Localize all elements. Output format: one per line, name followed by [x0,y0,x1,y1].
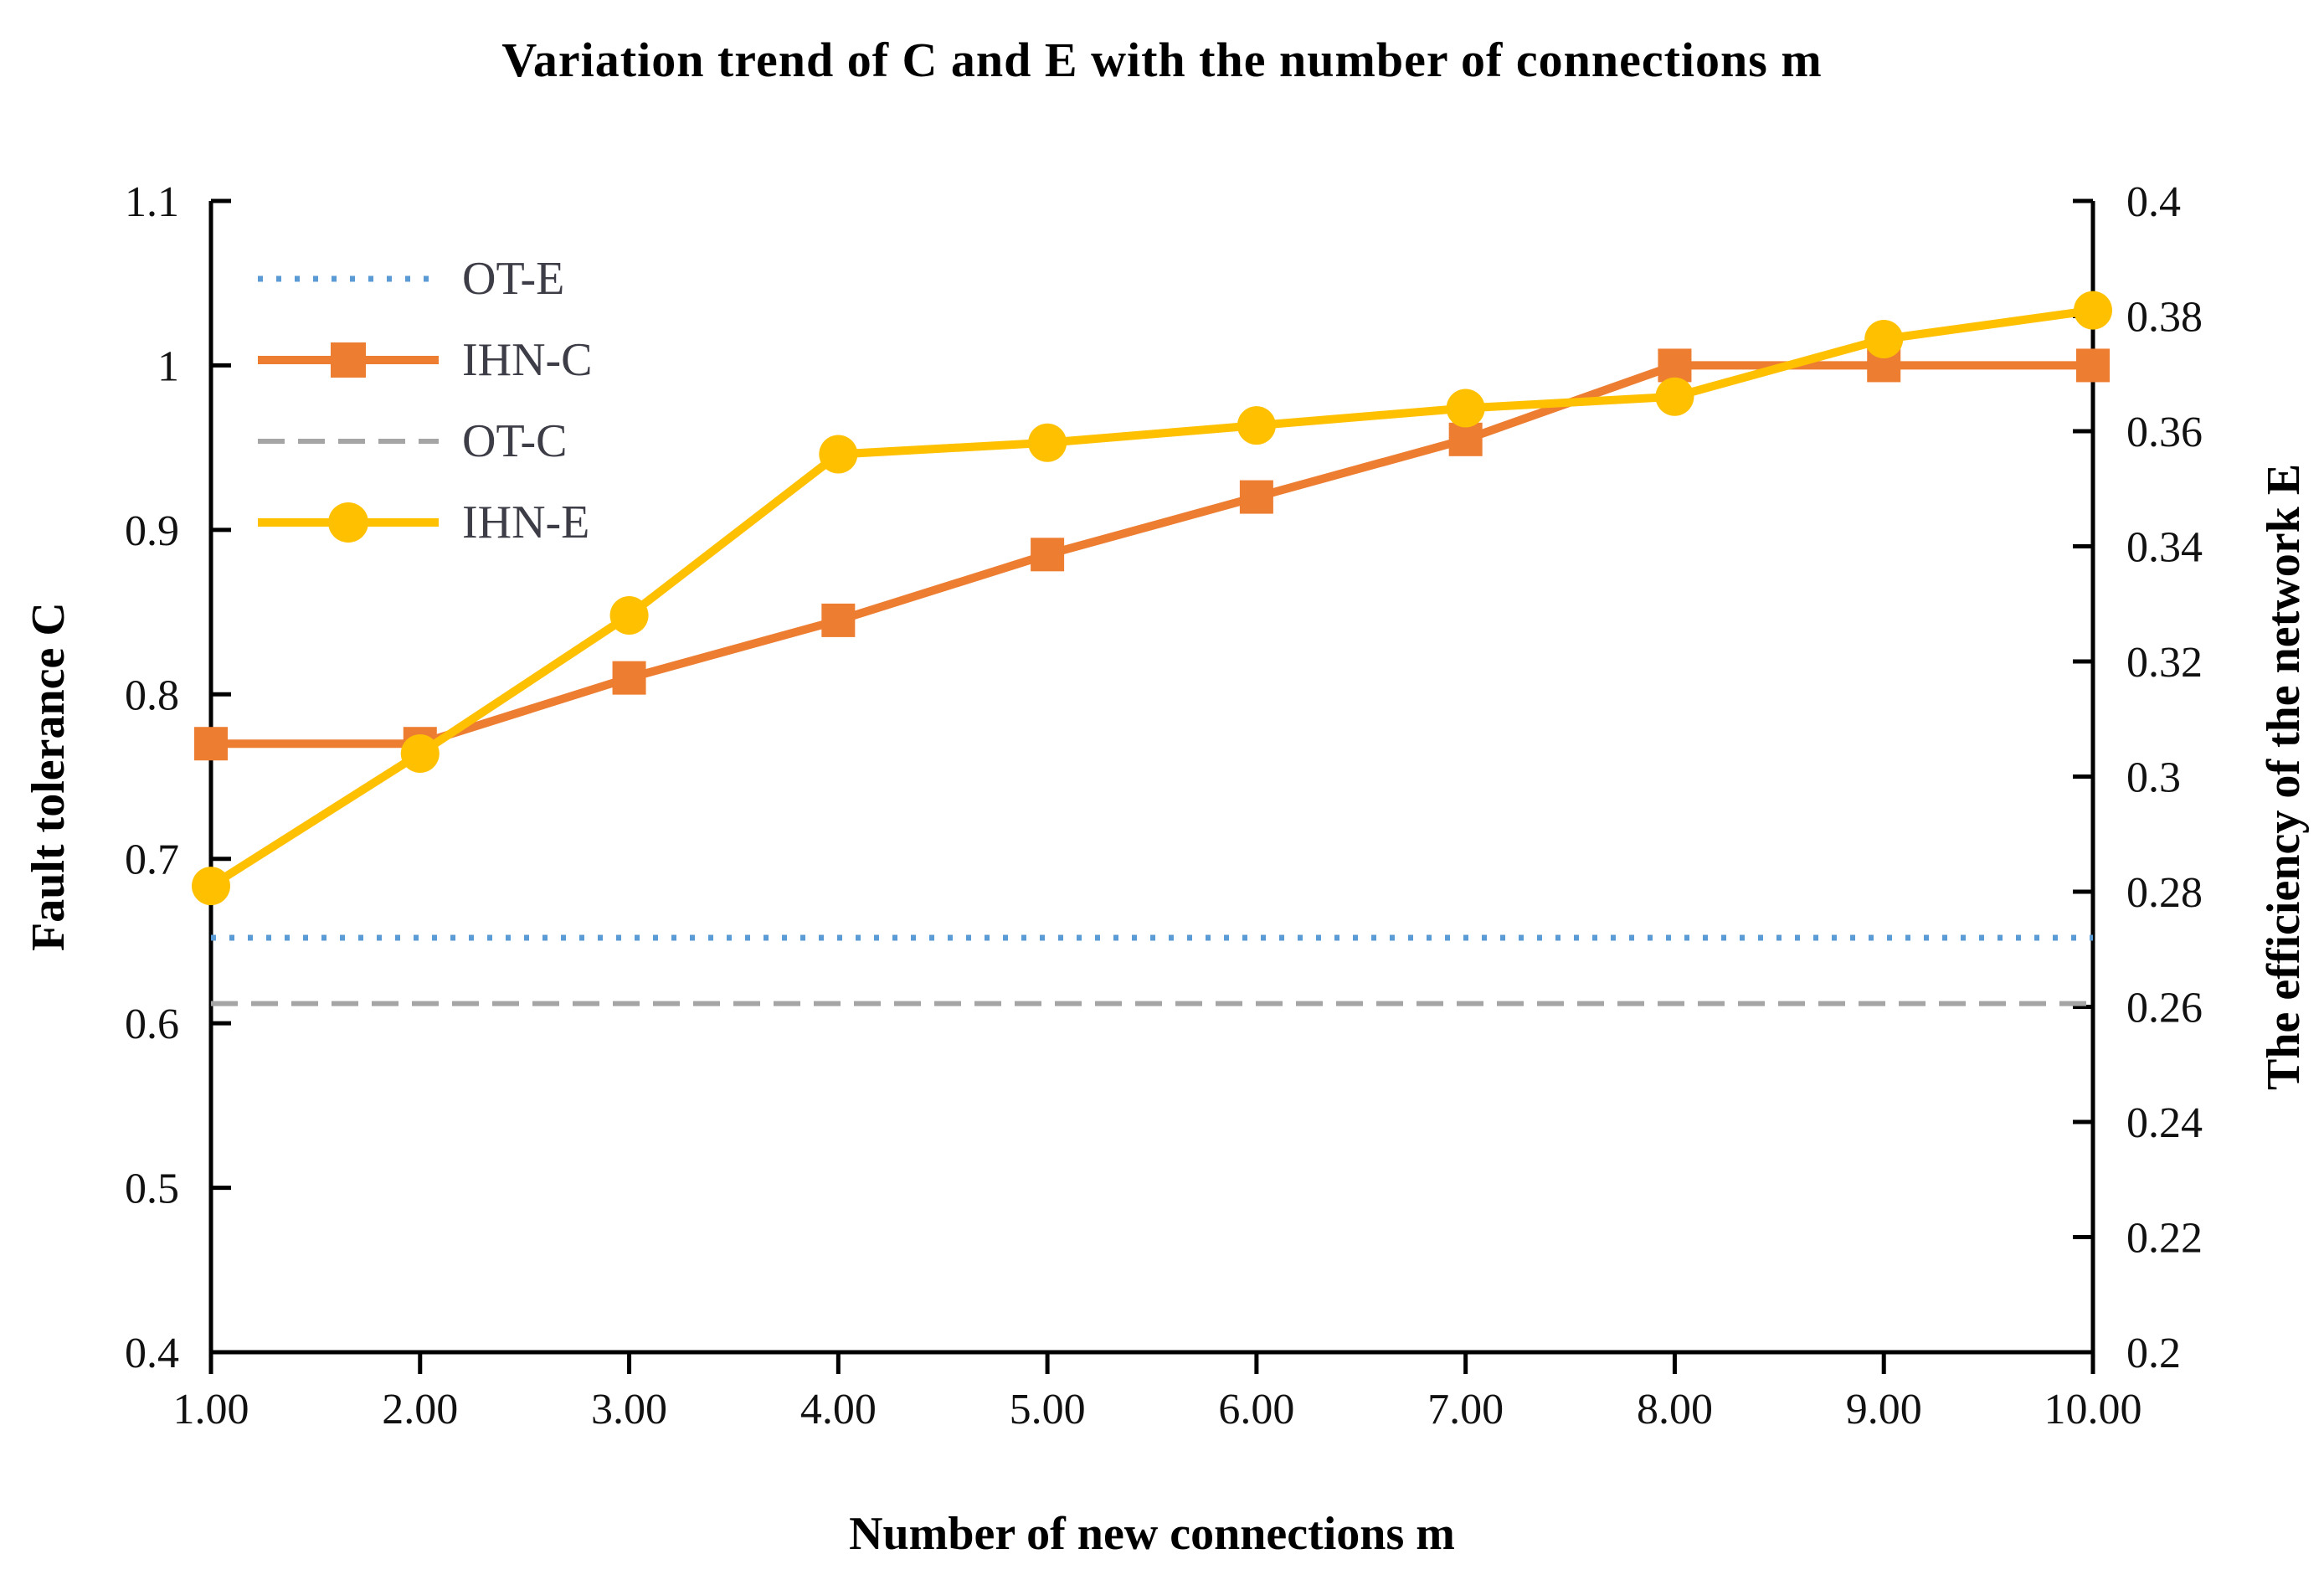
y-right-tick-label: 0.22 [2126,1215,2203,1263]
point-ihn-c-5 [1031,538,1065,572]
y-left-tick-label: 0.8 [125,672,179,719]
y-right-tick-label: 0.2 [2126,1330,2181,1377]
y-left-tick-label: 0.4 [125,1330,179,1377]
y-left-tick-label: 0.6 [125,1001,179,1048]
point-ihn-e-1 [192,867,230,906]
x-tick-label: 2.00 [382,1386,458,1433]
y-right-tick-label: 0.34 [2126,524,2203,572]
point-ihn-c-10 [2076,348,2110,383]
x-tick-label: 5.00 [1010,1386,1086,1433]
point-ihn-c-4 [821,603,856,637]
y-left-tick-label: 0.9 [125,507,179,555]
point-ihn-e-7 [1446,388,1485,428]
y-right-tick-label: 0.32 [2126,639,2203,687]
point-ihn-e-3 [609,596,649,635]
y-right-tick-label: 0.24 [2126,1099,2203,1147]
point-ihn-c-1 [194,727,228,761]
x-tick-label: 8.00 [1637,1386,1713,1433]
y-left-tick-label: 0.7 [125,836,179,884]
chart-title: Variation trend of C and E with the numb… [501,33,1823,87]
y-right-tick-label: 0.3 [2126,754,2181,802]
x-tick-label: 10.00 [2044,1386,2142,1433]
point-ihn-e-5 [1028,423,1067,462]
point-ihn-e-2 [400,734,440,773]
y-left-tick-label: 0.5 [125,1165,179,1213]
point-ihn-c-6 [1239,480,1273,514]
point-ihn-e-4 [819,435,858,474]
legend-glyph-square-ihn-c [331,342,366,378]
y-left-tick-label: 1.1 [125,178,179,226]
x-tick-label: 7.00 [1427,1386,1504,1433]
point-ihn-e-8 [1655,377,1694,416]
y-axis-title-left: Fault tolerance C [23,602,75,951]
legend-label-ihn-e: IHN-E [462,497,590,548]
y-right-tick-label: 0.36 [2126,409,2203,456]
point-ihn-e-6 [1237,406,1276,445]
x-tick-label: 3.00 [591,1386,667,1433]
point-ihn-e-9 [1864,320,1904,358]
y-right-tick-label: 0.26 [2126,985,2203,1032]
legend-label-ihn-c: IHN-C [462,334,593,386]
point-ihn-c-8 [1658,348,1692,383]
x-tick-label: 6.00 [1218,1386,1294,1433]
x-tick-label: 4.00 [800,1386,877,1433]
y-axis-title-right: The efficiency of the network E [2258,463,2310,1090]
x-tick-label: 1.00 [173,1386,249,1433]
y-right-tick-label: 0.38 [2126,294,2203,342]
y-right-tick-label: 0.28 [2126,869,2203,917]
y-left-tick-label: 1 [157,342,179,390]
x-tick-label: 9.00 [1846,1386,1922,1433]
legend-label-ot-c: OT-C [462,415,568,467]
legend-glyph-circle-ihn-e [328,502,368,543]
legend-label-ot-e: OT-E [462,253,565,305]
y-right-tick-label: 0.4 [2126,178,2181,226]
point-ihn-c-3 [612,661,646,695]
series-line-ihn-e [208,306,2094,890]
point-ihn-e-10 [2074,291,2112,330]
x-axis-title: Number of new connections m [849,1508,1455,1560]
point-ihn-c-7 [1448,422,1483,456]
